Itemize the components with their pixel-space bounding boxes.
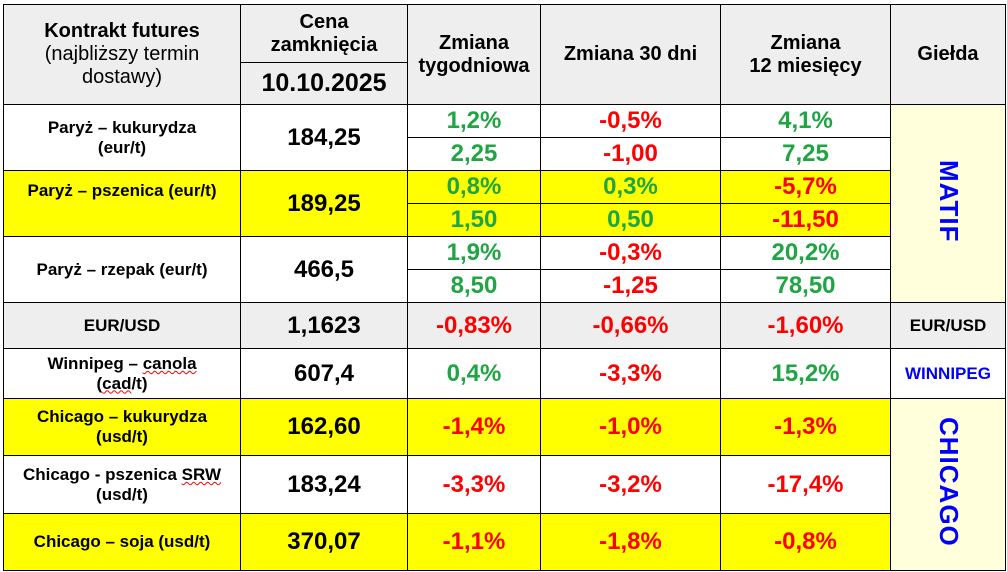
price: 183,24 xyxy=(240,455,408,514)
weekly-pct: -3,3% xyxy=(407,455,541,514)
m12-pct: -5,7% xyxy=(720,170,891,204)
weekly-pct: -1,4% xyxy=(407,398,541,456)
m12-abs: 78,50 xyxy=(720,269,891,303)
exchange-chicago: CHICAGO xyxy=(890,398,1006,571)
header-12m: Zmiana 12 miesięcy xyxy=(720,4,891,105)
header-exchange: Giełda xyxy=(890,4,1006,105)
weekly-pct: -0,83% xyxy=(407,302,541,349)
m12-pct: 4,1% xyxy=(720,104,891,138)
m12-abs: -11,50 xyxy=(720,203,891,237)
d30-pct: -0,3% xyxy=(540,236,721,270)
price: 189,25 xyxy=(240,170,408,237)
row-label: Winnipeg – canola (cad/t) xyxy=(3,348,241,399)
d30-abs: -1,00 xyxy=(540,137,721,171)
row-label: Chicago – soja (usd/t) xyxy=(3,513,241,571)
header-date: 10.10.2025 xyxy=(240,62,408,105)
weekly-abs: 2,25 xyxy=(407,137,541,171)
m12-pct: -0,8% xyxy=(720,513,891,571)
d30-pct: -1,0% xyxy=(540,398,721,456)
header-contract: Kontrakt futures (najbliższy termin dostaw… xyxy=(3,4,241,105)
m12-pct: -17,4% xyxy=(720,455,891,514)
weekly-pct: 0,4% xyxy=(407,348,541,399)
exchange-matif: MATIF xyxy=(890,104,1006,303)
price: 466,5 xyxy=(240,236,408,303)
row-label: Paryż – pszenica (eur/t) xyxy=(3,170,241,237)
price: 1,1623 xyxy=(240,302,408,349)
d30-abs: -1,25 xyxy=(540,269,721,303)
row-label: Chicago - pszenica SRW (usd/t) xyxy=(3,455,241,514)
price: 162,60 xyxy=(240,398,408,456)
futures-table: Kontrakt futures (najbliższy termin dostaw… xyxy=(3,4,1006,571)
d30-abs: 0,50 xyxy=(540,203,721,237)
m12-abs: 7,25 xyxy=(720,137,891,171)
row-label: EUR/USD xyxy=(3,302,241,349)
m12-pct: -1,3% xyxy=(720,398,891,456)
m12-pct: -1,60% xyxy=(720,302,891,349)
m12-pct: 20,2% xyxy=(720,236,891,270)
exchange-eurusd: EUR/USD xyxy=(890,302,1006,349)
row-label: Paryż – rzepak (eur/t) xyxy=(3,236,241,303)
weekly-abs: 1,50 xyxy=(407,203,541,237)
m12-pct: 15,2% xyxy=(720,348,891,399)
header-price: Cena zamknięcia xyxy=(240,4,408,63)
row-label: Paryż – kukurydza (eur/t) xyxy=(3,104,241,171)
price: 184,25 xyxy=(240,104,408,171)
weekly-pct: -1,1% xyxy=(407,513,541,571)
price: 370,07 xyxy=(240,513,408,571)
price: 607,4 xyxy=(240,348,408,399)
header-30d: Zmiana 30 dni xyxy=(540,4,721,105)
d30-pct: 0,3% xyxy=(540,170,721,204)
weekly-pct: 0,8% xyxy=(407,170,541,204)
header-weekly: Zmiana tygodniowa xyxy=(407,4,541,105)
weekly-pct: 1,2% xyxy=(407,104,541,138)
exchange-winnipeg: WINNIPEG xyxy=(890,348,1006,399)
d30-pct: -3,2% xyxy=(540,455,721,514)
d30-pct: -3,3% xyxy=(540,348,721,399)
d30-pct: -1,8% xyxy=(540,513,721,571)
weekly-pct: 1,9% xyxy=(407,236,541,270)
row-label: Chicago – kukurydza (usd/t) xyxy=(3,398,241,456)
d30-pct: -0,5% xyxy=(540,104,721,138)
d30-pct: -0,66% xyxy=(540,302,721,349)
weekly-abs: 8,50 xyxy=(407,269,541,303)
